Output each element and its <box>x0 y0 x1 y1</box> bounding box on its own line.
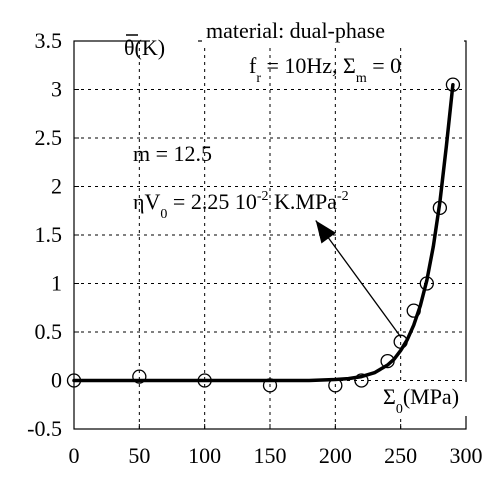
fit-curve-series <box>72 82 455 383</box>
arrow-shaft <box>315 220 402 338</box>
y-tick-label-1: 3 <box>51 77 62 102</box>
x-tick-label-1: 50 <box>128 443 150 468</box>
measured-points-series <box>66 77 461 393</box>
y-tick-label-5: 1 <box>51 271 62 296</box>
x-tick-label-0: 0 <box>69 443 80 468</box>
y-tick-label-2: 2.5 <box>35 125 63 150</box>
y-axis-label-text: θ(K) <box>124 35 165 60</box>
x-tick-label-4: 200 <box>319 443 352 468</box>
annotation-arrow <box>315 220 402 338</box>
fit-curve-line <box>72 82 455 383</box>
data-point-7 <box>393 334 408 349</box>
data-point-10 <box>432 200 448 215</box>
ylabel-knockout <box>150 28 198 52</box>
x-axis-sigma-sub: 0 <box>396 402 403 417</box>
xlabel-knockout <box>377 382 473 416</box>
x-tick-label-5: 250 <box>384 443 417 468</box>
y-tick-label-0: 3.5 <box>35 28 63 53</box>
data-point-9 <box>419 276 434 291</box>
data-point-1 <box>132 369 147 384</box>
data-point-5 <box>354 373 369 388</box>
eta-parameter: ηV0 = 2.25 10-2 K.MPa-2 <box>133 189 349 222</box>
data-point-0 <box>66 373 82 388</box>
y-tick-label-3: 2 <box>51 174 62 199</box>
y-tick-label-6: 0.5 <box>35 319 63 344</box>
grid <box>74 41 466 429</box>
y-tick-label-8: -0.5 <box>27 416 62 441</box>
data-point-6 <box>380 353 395 369</box>
x-tick-label-6: 300 <box>450 443 483 468</box>
header-f-sub: r <box>256 71 261 86</box>
axes-frame <box>73 14 473 430</box>
m-parameter: m = 12.5 <box>133 141 212 166</box>
header-material: material: dual-phase <box>206 18 385 43</box>
x-tick-label-3: 150 <box>254 443 287 468</box>
x-axis-unit: (MPa) <box>403 384 459 409</box>
data-point-3 <box>262 378 278 393</box>
x-axis-label: Σ0(MPa) <box>383 384 459 417</box>
data-point-8 <box>406 303 421 318</box>
arrow-head <box>315 220 336 244</box>
header-freq-value: = 10Hz, Σ <box>261 53 356 78</box>
header-f-symbol: f <box>249 53 257 78</box>
annotations: θ(K) material: dual-phase fr = 10Hz, Σm … <box>124 18 459 417</box>
eta-exp2: -2 <box>337 189 349 204</box>
data-point-4 <box>328 378 343 393</box>
eta-value: = 2.25 10 <box>167 189 256 214</box>
header-frequency: fr = 10Hz, Σm = 0 <box>249 53 401 86</box>
tick-labels: 0 50 100 150 200 250 300 3.5 3 2.5 2 1.5 1 0.5 0 -0.5 <box>27 28 482 468</box>
header-sigma-sub: m <box>356 71 367 86</box>
y-axis-label: θ(K) <box>124 35 165 60</box>
data-point-11 <box>445 77 461 92</box>
y-tick-label-7: 0 <box>51 368 62 393</box>
y-tick-label-4: 1.5 <box>35 222 63 247</box>
x-axis-sigma: Σ <box>383 384 396 409</box>
x-tick-label-2: 100 <box>188 443 221 468</box>
header-knockout <box>202 14 464 44</box>
data-point-2 <box>197 373 212 388</box>
eta-v: ηV <box>133 189 161 214</box>
header-sigma-value: = 0 <box>367 53 401 78</box>
eta-v-sub: 0 <box>160 207 167 222</box>
eta-unit: K.MPa <box>269 189 338 214</box>
eta-exp1: -2 <box>257 189 269 204</box>
